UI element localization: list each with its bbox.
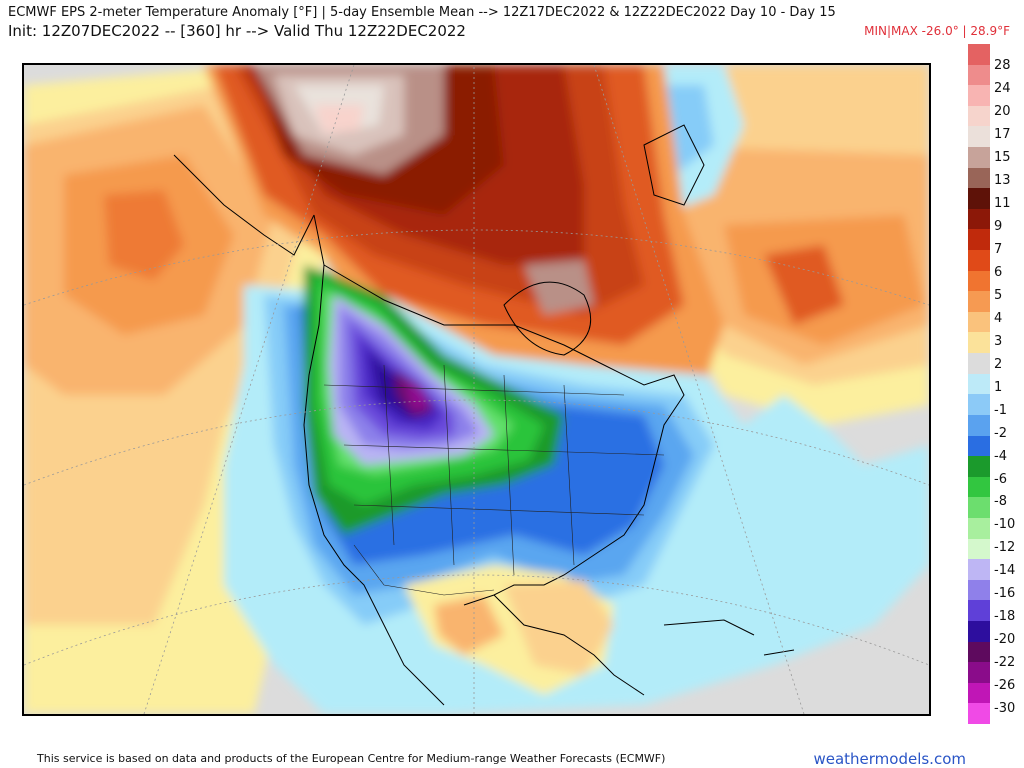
legend-swatch xyxy=(968,682,990,704)
legend-swatch xyxy=(968,641,990,663)
legend-label: 13 xyxy=(994,172,1011,188)
legend-label: -4 xyxy=(994,448,1007,464)
legend-label: 1 xyxy=(994,379,1003,395)
brand-link[interactable]: weathermodels.com xyxy=(813,750,966,768)
legend-swatch xyxy=(968,703,990,725)
legend-label: 4 xyxy=(994,310,1003,326)
legend-swatch xyxy=(968,85,990,107)
legend-swatch xyxy=(968,208,990,230)
legend-label: 7 xyxy=(994,241,1003,257)
legend-label: 15 xyxy=(994,149,1011,165)
data-attribution: This service is based on data and produc… xyxy=(37,752,666,765)
legend-label: 24 xyxy=(994,80,1011,96)
legend-swatch xyxy=(968,44,990,66)
graticule xyxy=(24,65,929,714)
legend-label: 20 xyxy=(994,103,1011,119)
legend-swatch xyxy=(968,497,990,519)
legend-swatch xyxy=(968,167,990,189)
legend-swatch xyxy=(968,250,990,272)
legend-swatch xyxy=(968,332,990,354)
legend-swatch xyxy=(968,662,990,684)
legend-swatch xyxy=(968,456,990,478)
legend-label: 17 xyxy=(994,126,1011,142)
legend-swatch xyxy=(968,105,990,127)
legend-label: -14 xyxy=(994,563,1016,579)
legend-swatch xyxy=(968,188,990,210)
legend-swatch xyxy=(968,538,990,560)
legend-label: -1 xyxy=(994,402,1007,418)
legend-swatch xyxy=(968,373,990,395)
legend-label: -12 xyxy=(994,540,1016,556)
legend-swatch xyxy=(968,559,990,581)
anomaly-map xyxy=(22,63,931,716)
legend-label: 11 xyxy=(994,195,1011,211)
legend-label: -22 xyxy=(994,655,1016,671)
legend-swatch xyxy=(968,126,990,148)
state-borders xyxy=(323,364,665,596)
legend-swatch xyxy=(968,435,990,457)
legend-label: -10 xyxy=(994,517,1016,533)
legend-swatch xyxy=(968,414,990,436)
legend-label: 5 xyxy=(994,287,1003,303)
legend-label: -20 xyxy=(994,632,1016,648)
legend-swatch xyxy=(968,579,990,601)
legend-label: -8 xyxy=(994,494,1007,510)
legend-label: -16 xyxy=(994,586,1016,602)
legend-swatch xyxy=(968,311,990,333)
legend-label: -26 xyxy=(994,678,1016,694)
coastlines xyxy=(173,124,795,706)
legend-label: -6 xyxy=(994,471,1007,487)
legend-label: 28 xyxy=(994,58,1011,73)
legend-swatch xyxy=(968,620,990,643)
legend-swatch xyxy=(968,229,990,251)
map-title: ECMWF EPS 2-meter Temperature Anomaly [°… xyxy=(8,5,836,20)
legend-swatch xyxy=(968,600,990,622)
legend-swatch xyxy=(968,291,990,313)
legend-swatch xyxy=(968,147,990,169)
legend-label: 6 xyxy=(994,264,1003,280)
legend-label: 2 xyxy=(994,356,1003,372)
map-subtitle: Init: 12Z07DEC2022 -- [360] hr --> Valid… xyxy=(8,22,466,40)
legend-label: 3 xyxy=(994,333,1003,349)
legend-label: -2 xyxy=(994,425,1007,441)
legend-swatch xyxy=(968,270,990,292)
legend-swatch xyxy=(968,517,990,540)
map-canvas xyxy=(24,65,929,714)
anomaly-field xyxy=(24,65,929,714)
minmax-readout: MIN|MAX -26.0° | 28.9°F xyxy=(864,24,1010,38)
legend-label: -30 xyxy=(994,701,1016,717)
legend-swatch xyxy=(968,353,990,375)
legend-label: 9 xyxy=(994,218,1003,234)
legend-swatch xyxy=(968,476,990,498)
legend-label: -18 xyxy=(994,609,1016,625)
legend-swatch xyxy=(968,64,990,86)
legend-swatch xyxy=(968,394,990,416)
